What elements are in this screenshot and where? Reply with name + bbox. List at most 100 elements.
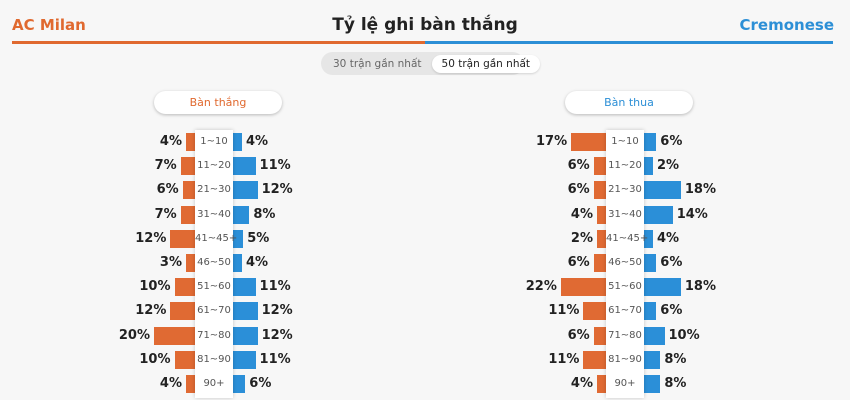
scored-home-bar [174, 278, 195, 297]
conceded-home-bar [593, 157, 606, 176]
scored-home-value: 10% [139, 279, 171, 295]
scored-away-bar [233, 133, 242, 151]
conceded-home-value: 17% [536, 134, 568, 149]
scored-away-bar [233, 181, 258, 200]
scored-away-bar [233, 254, 242, 272]
scored-home-value: 4% [159, 134, 182, 149]
conceded-away-bar [644, 229, 653, 248]
away-divider [425, 41, 833, 44]
conceded-home-bar [583, 350, 606, 369]
scored-away-bar [233, 375, 246, 393]
scored-time-segment: 1~10 [200, 136, 228, 147]
scored-time-segment: 46~50 [197, 257, 231, 268]
scored-row: 10% 11% [64, 348, 364, 372]
scored-row: 12% 5% [64, 227, 364, 251]
scored-home-value: 10% [139, 351, 171, 367]
scored-away-value: 4% [246, 255, 269, 270]
conceded-away-value: 6% [660, 255, 683, 270]
conceded-away-bar [644, 350, 661, 369]
scored-row: 4% 6% [64, 372, 364, 396]
conceded-time-segment: 51~60 [608, 281, 642, 293]
toggle-last-50[interactable]: 50 trận gần nhất [431, 54, 541, 73]
home-team-name[interactable]: AC Milan [12, 16, 86, 34]
match-range-toggle: 30 trận gần nhất 50 trận gần nhất [321, 52, 541, 75]
conceded-row: 4% 14% [475, 203, 775, 227]
scored-home-value: 7% [154, 158, 177, 174]
scored-time-segment: 90+ [203, 378, 225, 389]
scored-time-segment: 51~60 [197, 281, 231, 293]
header: AC Milan Tỷ lệ ghi bàn thắng Cremonese [0, 0, 850, 44]
conceded-home-bar [560, 278, 606, 297]
conceded-time-segment: 21~30 [608, 184, 642, 196]
conceded-away-bar [644, 205, 673, 224]
scored-home-bar [186, 254, 195, 272]
conceded-time-segment: 90+ [614, 378, 636, 389]
conceded-row: 2% 4% [475, 227, 775, 251]
conceded-home-bar [593, 181, 606, 200]
conceded-home-bar [597, 205, 606, 224]
conceded-away-value: 18% [684, 182, 717, 198]
conceded-away-bar [644, 254, 657, 272]
scored-away-bar [233, 229, 244, 248]
scored-home-value: 12% [135, 303, 167, 319]
conceded-away-bar [644, 375, 661, 393]
scored-row: 6% 12% [64, 178, 364, 202]
conceded-away-bar [644, 133, 657, 151]
conceded-away-bar [644, 278, 681, 297]
scored-time-segment: 81~90 [197, 353, 231, 365]
conceded-away-value: 10% [668, 327, 700, 343]
scored-away-value: 11% [259, 279, 291, 295]
scored-time-column: 1~10 11~20 21~30 31~40 41~45+ 46~50 51~60 61~70… [195, 130, 237, 398]
conceded-row: 11% 8% [475, 348, 775, 372]
scored-home-bar [186, 375, 195, 393]
conceded-home-value: 6% [567, 158, 590, 174]
toggle-last-30[interactable]: 30 trận gần nhất [333, 57, 422, 70]
conceded-away-value: 4% [657, 230, 680, 246]
scored-section-label: Bàn thắng [154, 91, 282, 114]
scored-home-value: 6% [156, 182, 179, 198]
conceded-home-bar [593, 326, 606, 345]
conceded-time-segment: 41~45+ [606, 232, 649, 244]
scored-away-value: 11% [259, 158, 291, 174]
scored-row: 12% 12% [64, 299, 364, 323]
conceded-home-value: 11% [548, 351, 580, 367]
conceded-away-bar [644, 157, 653, 176]
scored-home-bar [180, 157, 195, 176]
scored-home-bar [170, 302, 195, 321]
scored-home-bar [180, 205, 195, 224]
conceded-time-segment: 61~70 [608, 305, 642, 317]
scored-away-bar [233, 350, 256, 369]
conceded-away-value: 18% [684, 279, 717, 295]
conceded-home-value: 4% [570, 376, 593, 391]
conceded-away-value: 2% [657, 158, 680, 174]
scored-home-bar [182, 181, 195, 200]
scored-time-segment: 21~30 [197, 184, 231, 196]
scored-time-segment: 61~70 [197, 305, 231, 317]
scored-away-bar [233, 278, 256, 297]
scored-away-value: 8% [253, 206, 276, 222]
scored-away-value: 4% [246, 134, 269, 149]
scored-away-value: 12% [261, 327, 293, 343]
conceded-time-segment: 71~80 [608, 329, 642, 341]
conceded-row: 11% 6% [475, 299, 775, 323]
conceded-time-column: 1~10 11~20 21~30 31~40 41~45+ 46~50 51~60 61~70… [606, 130, 649, 398]
scored-away-value: 11% [259, 351, 291, 367]
page-title: Tỷ lệ ghi bàn thắng [332, 15, 518, 35]
scored-time-segment: 71~80 [197, 329, 231, 341]
scored-row: 20% 12% [64, 324, 364, 348]
scored-home-bar [186, 133, 195, 151]
scored-away-value: 12% [261, 303, 293, 319]
conceded-home-value: 22% [525, 279, 557, 295]
conceded-home-bar [597, 229, 606, 248]
scored-home-value: 3% [159, 255, 182, 270]
scored-home-value: 20% [118, 327, 150, 343]
conceded-home-value: 4% [570, 206, 593, 222]
conceded-home-value: 2% [570, 230, 593, 246]
away-team-name[interactable]: Cremonese [739, 16, 834, 34]
conceded-home-value: 6% [567, 182, 590, 198]
scored-home-value: 4% [159, 376, 182, 391]
conceded-home-bar [593, 254, 606, 272]
scored-home-bar [170, 229, 195, 248]
conceded-home-bar [597, 375, 606, 393]
scored-time-segment: 31~40 [197, 208, 231, 220]
